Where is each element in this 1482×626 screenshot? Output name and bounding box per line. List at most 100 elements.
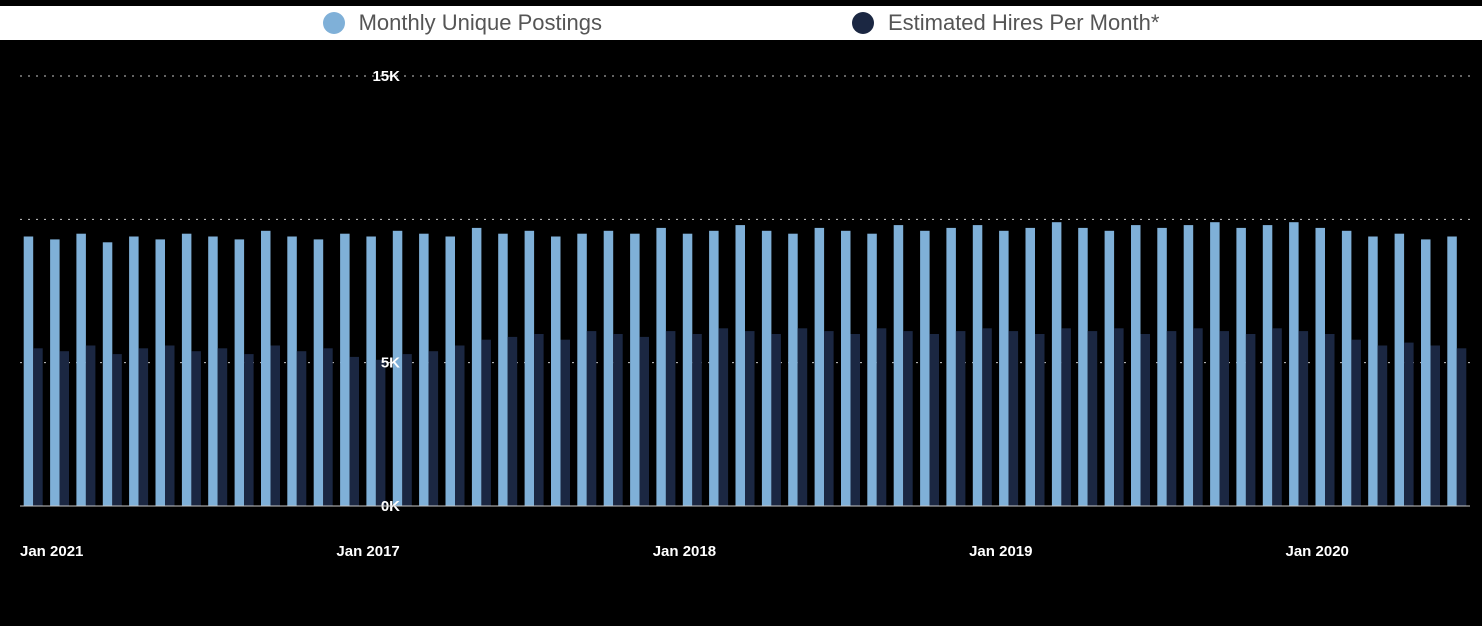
bar-hires-2017-07[interactable] [507, 336, 518, 506]
bar-postings-2019-06[interactable] [1104, 230, 1115, 507]
bar-postings-2019-05[interactable] [1078, 227, 1088, 506]
bar-hires-2020-03[interactable] [1351, 339, 1361, 506]
bar-postings-2017-11[interactable] [603, 230, 614, 507]
bar-hires-2018-12[interactable] [955, 331, 966, 506]
bar-postings-2019-01[interactable] [972, 225, 983, 506]
bar-postings-2019-07[interactable] [1131, 225, 1141, 506]
bar-hires-2019-02[interactable] [1008, 331, 1019, 506]
bar-postings-2020-07[interactable] [1447, 236, 1457, 507]
bar-hires-2016-07[interactable] [191, 351, 201, 506]
bar-hires-2020-06[interactable] [1430, 345, 1441, 507]
bar-hires-2016-12[interactable] [323, 348, 333, 506]
bar-postings-2019-08[interactable] [1157, 227, 1167, 506]
bar-hires-2019-03[interactable] [1035, 334, 1045, 506]
bar-postings-2016-03[interactable] [76, 233, 86, 506]
bar-hires-2019-01[interactable] [982, 328, 992, 506]
bar-hires-2019-05[interactable] [1087, 331, 1098, 506]
bar-hires-2019-08[interactable] [1166, 331, 1177, 506]
bar-postings-2017-02[interactable] [366, 236, 376, 507]
bar-hires-2019-11[interactable] [1245, 334, 1256, 506]
bar-hires-2018-10[interactable] [903, 331, 913, 506]
bar-hires-2018-05[interactable] [771, 334, 781, 506]
bar-hires-2020-02[interactable] [1325, 334, 1335, 506]
bar-hires-2017-02[interactable] [375, 359, 386, 506]
bar-hires-2016-11[interactable] [296, 351, 307, 506]
bar-postings-2020-04[interactable] [1368, 236, 1378, 507]
bar-postings-2019-04[interactable] [1051, 222, 1062, 506]
bar-postings-2016-09[interactable] [234, 239, 245, 506]
bar-hires-2016-04[interactable] [112, 354, 122, 506]
bar-hires-2018-08[interactable] [850, 334, 861, 506]
bar-postings-2018-05[interactable] [761, 230, 772, 507]
bar-postings-2016-05[interactable] [129, 236, 139, 507]
bar-postings-2017-04[interactable] [419, 233, 429, 506]
bar-hires-2018-09[interactable] [876, 328, 887, 506]
bar-postings-2018-03[interactable] [709, 230, 719, 507]
bar-postings-2018-10[interactable] [893, 225, 904, 506]
bar-postings-2019-02[interactable] [999, 230, 1009, 507]
bar-postings-2018-12[interactable] [946, 227, 956, 506]
bar-hires-2016-01[interactable] [33, 348, 43, 506]
bar-hires-2017-06[interactable] [481, 339, 491, 506]
bar-hires-2019-04[interactable] [1061, 328, 1071, 506]
bar-postings-2018-11[interactable] [920, 230, 930, 507]
legend-item-postings[interactable]: Monthly Unique Postings [322, 10, 602, 36]
bar-hires-2017-09[interactable] [560, 339, 571, 506]
bar-postings-2016-06[interactable] [155, 239, 166, 506]
bar-hires-2017-11[interactable] [613, 334, 623, 506]
bar-postings-2017-10[interactable] [577, 233, 587, 506]
bar-hires-2017-10[interactable] [586, 331, 597, 506]
bar-postings-2016-12[interactable] [313, 239, 324, 506]
bar-postings-2017-06[interactable] [471, 227, 482, 506]
bar-postings-2018-02[interactable] [682, 233, 693, 506]
bar-hires-2019-06[interactable] [1114, 328, 1124, 506]
bar-postings-2020-03[interactable] [1341, 230, 1352, 507]
bar-postings-2020-05[interactable] [1394, 233, 1405, 506]
bar-hires-2016-02[interactable] [59, 351, 70, 506]
bar-postings-2018-07[interactable] [814, 227, 825, 506]
bar-hires-2018-04[interactable] [745, 331, 755, 506]
bar-hires-2019-12[interactable] [1272, 328, 1282, 506]
bar-hires-2020-01[interactable] [1298, 331, 1309, 506]
bar-hires-2018-11[interactable] [929, 334, 940, 506]
bar-postings-2017-07[interactable] [498, 233, 508, 506]
bar-postings-2017-05[interactable] [445, 236, 456, 507]
legend-item-hires[interactable]: Estimated Hires Per Month* [851, 10, 1159, 36]
bar-postings-2020-01[interactable] [1289, 222, 1299, 506]
bar-hires-2020-07[interactable] [1456, 348, 1467, 506]
bar-hires-2016-03[interactable] [85, 345, 96, 507]
bar-hires-2017-05[interactable] [455, 345, 465, 507]
bar-postings-2018-09[interactable] [867, 233, 877, 506]
bar-postings-2017-08[interactable] [524, 230, 535, 507]
bar-hires-2020-05[interactable] [1404, 342, 1414, 506]
bar-hires-2018-02[interactable] [692, 334, 702, 506]
bar-postings-2020-06[interactable] [1421, 239, 1431, 506]
bar-postings-2019-11[interactable] [1236, 227, 1246, 506]
bar-postings-2016-07[interactable] [181, 233, 192, 506]
bar-hires-2019-09[interactable] [1193, 328, 1203, 506]
bar-postings-2019-03[interactable] [1025, 227, 1036, 506]
bar-postings-2016-01[interactable] [23, 236, 34, 507]
bar-postings-2016-11[interactable] [287, 236, 297, 507]
bar-hires-2016-06[interactable] [165, 345, 175, 507]
bar-postings-2019-09[interactable] [1183, 225, 1194, 506]
bar-postings-2018-08[interactable] [841, 230, 851, 507]
bar-postings-2017-12[interactable] [630, 233, 640, 506]
bar-postings-2016-04[interactable] [102, 242, 113, 507]
bar-hires-2016-08[interactable] [217, 348, 228, 506]
bar-postings-2018-06[interactable] [788, 233, 798, 506]
bar-hires-2017-01[interactable] [349, 356, 360, 506]
bar-hires-2018-01[interactable] [665, 331, 676, 506]
bar-postings-2018-04[interactable] [735, 225, 746, 506]
bar-hires-2019-07[interactable] [1140, 334, 1151, 506]
bar-postings-2017-09[interactable] [551, 236, 561, 507]
bar-hires-2018-06[interactable] [797, 328, 808, 506]
bar-hires-2017-04[interactable] [428, 351, 439, 506]
bar-hires-2018-07[interactable] [824, 331, 834, 506]
bar-postings-2016-10[interactable] [261, 230, 271, 507]
bar-hires-2018-03[interactable] [718, 328, 729, 506]
bar-postings-2016-02[interactable] [50, 239, 60, 506]
bar-postings-2020-02[interactable] [1315, 227, 1326, 506]
bar-hires-2019-10[interactable] [1219, 331, 1230, 506]
bar-hires-2016-09[interactable] [244, 354, 254, 506]
